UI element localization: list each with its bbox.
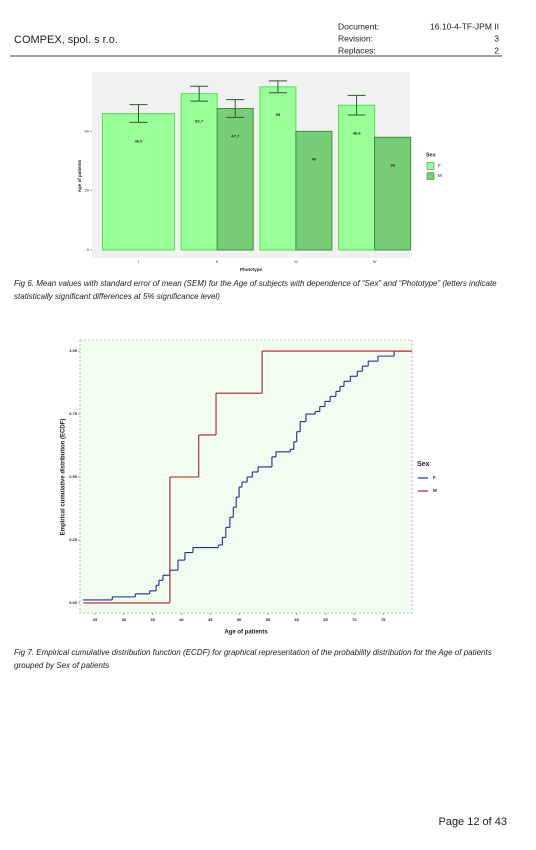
page-number: Page 12 of 43 — [438, 816, 507, 828]
caption: Fig 7. Empirical cumulative distribution… — [14, 648, 492, 670]
field-label: Replaces: — [338, 45, 376, 55]
legend-label: M — [433, 488, 437, 493]
x-tick-label: 25 — [93, 617, 98, 622]
x-tick-label: IV — [373, 259, 377, 264]
y-tick-label: 0.00 — [69, 600, 78, 605]
legend-swatch — [426, 172, 435, 180]
legend-title: Sex — [426, 152, 437, 158]
value-label: 38 — [390, 162, 395, 167]
legend-label: M — [438, 173, 442, 178]
bar — [374, 136, 412, 251]
value-label: 52.7 — [195, 119, 204, 124]
y-axis-label: Age of patients — [77, 159, 82, 192]
legend-title: Sex — [417, 461, 430, 468]
bar — [102, 113, 175, 251]
x-axis-label: Phototype — [240, 267, 262, 272]
error-bar — [268, 80, 287, 94]
caption: Fig 6. Mean values with standard error o… — [14, 279, 497, 301]
legend-label: F — [433, 475, 436, 480]
bar — [295, 130, 333, 251]
y-axis-label: Empirical cumulative distribution (ECDF) — [61, 419, 67, 536]
y-tick-label: 0.75 — [69, 411, 78, 416]
x-tick-label: 75 — [381, 617, 386, 622]
value-label: 46.0 — [135, 139, 144, 144]
company: COMPEX, spol. s r.o. — [14, 34, 118, 46]
x-tick-label: 45 — [208, 617, 213, 622]
x-tick-label: 40 — [179, 617, 184, 622]
field-label: Revision: — [338, 33, 373, 43]
y-tick-label: 40 — [85, 128, 90, 133]
plot-panel — [79, 339, 413, 614]
error-bar — [347, 94, 366, 116]
error-bar — [226, 99, 245, 118]
value-label: 48.8 — [353, 130, 362, 135]
y-tick-label: 0.50 — [69, 474, 78, 479]
bar — [216, 107, 254, 251]
field-value: 3 — [494, 33, 499, 43]
value-label: 47.7 — [231, 134, 240, 139]
x-tick-label: 30 — [122, 617, 127, 622]
bar — [259, 86, 297, 251]
error-bar — [190, 85, 209, 102]
x-tick-label: III — [294, 259, 297, 264]
x-tick-label: I — [138, 259, 139, 264]
field-value: 16.10-4-TF-JPM II — [430, 21, 499, 31]
x-tick-label: 35 — [150, 617, 155, 622]
error-bar — [129, 104, 148, 123]
y-tick-label: 0 — [87, 247, 90, 252]
x-tick-label: 55 — [266, 617, 271, 622]
x-axis-label: Age of patients — [224, 630, 268, 636]
legend-label: F — [438, 163, 441, 168]
field-value: 2 — [494, 45, 499, 55]
field-label: Document: — [338, 21, 379, 31]
y-tick-label: 20 — [85, 188, 90, 193]
x-tick-label: 60 — [294, 617, 299, 622]
y-tick-label: 1.00 — [69, 348, 78, 353]
bar — [180, 93, 218, 251]
legend-swatch — [426, 162, 435, 170]
x-tick-label: 70 — [352, 617, 357, 622]
y-tick-label: 0.25 — [69, 537, 78, 542]
bar — [338, 104, 376, 251]
x-tick-label: 50 — [237, 617, 242, 622]
value-label: 40 — [312, 156, 317, 161]
x-tick-label: 65 — [323, 617, 328, 622]
x-tick-label: II — [216, 259, 218, 264]
value-label: 55 — [276, 112, 281, 117]
